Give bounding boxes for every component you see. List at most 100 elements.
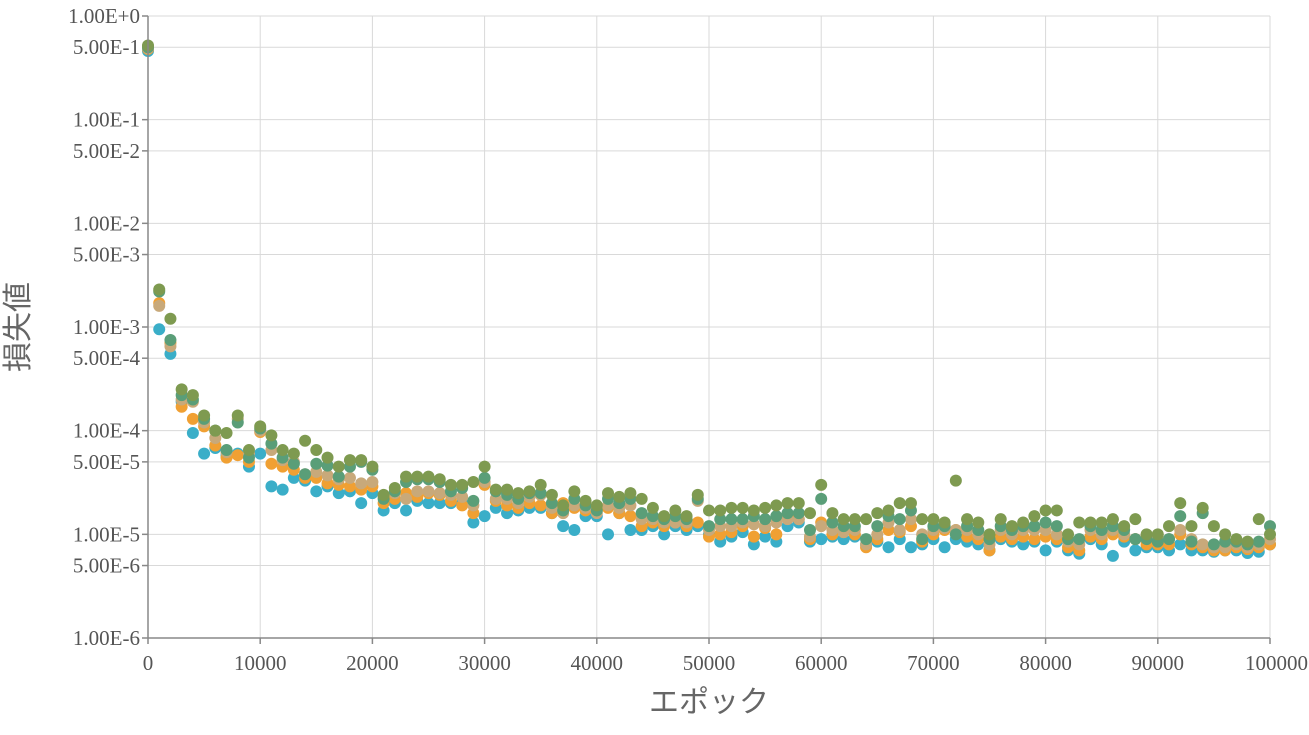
data-point	[1219, 528, 1232, 541]
data-point	[388, 481, 401, 494]
y-axis-title: 損失値	[1, 282, 36, 372]
y-tick-label: 5.00E-3	[73, 243, 140, 267]
data-point	[792, 507, 805, 520]
data-point	[254, 420, 267, 433]
data-point	[456, 499, 469, 512]
data-point	[1028, 520, 1041, 533]
data-point	[1264, 528, 1276, 541]
data-point	[1129, 544, 1142, 557]
data-point	[198, 447, 211, 460]
data-point	[265, 480, 278, 493]
y-tick-label: 5.00E-2	[73, 139, 140, 163]
data-point	[1129, 513, 1142, 526]
data-point	[265, 457, 278, 470]
data-point	[646, 501, 659, 514]
data-point	[153, 299, 166, 312]
data-point	[613, 490, 626, 503]
data-point	[433, 473, 446, 486]
x-tick-label: 30000	[458, 651, 511, 675]
y-tick-label: 1.00E-6	[73, 626, 140, 650]
data-point	[725, 513, 738, 526]
y-tick-label: 1.00E+0	[68, 4, 140, 28]
data-point	[579, 494, 592, 507]
data-point	[343, 480, 356, 493]
data-point	[904, 497, 917, 510]
data-point	[725, 501, 738, 514]
data-point	[871, 507, 884, 520]
data-point	[949, 474, 962, 487]
data-point	[545, 488, 558, 501]
data-point	[568, 524, 581, 537]
data-point	[691, 516, 704, 529]
data-point	[467, 475, 480, 488]
data-point	[736, 501, 749, 514]
data-point	[848, 513, 861, 526]
data-point	[557, 520, 570, 533]
data-point	[310, 444, 323, 457]
data-point	[557, 499, 570, 512]
y-tick-label: 1.00E-2	[73, 211, 140, 235]
data-point	[792, 497, 805, 510]
data-point	[242, 444, 255, 457]
data-point	[1207, 538, 1220, 551]
data-point	[893, 513, 906, 526]
data-point	[456, 490, 469, 503]
y-tick-label: 1.00E-5	[73, 522, 140, 546]
x-tick-label: 90000	[1132, 651, 1185, 675]
data-point	[175, 383, 188, 396]
data-point	[714, 513, 727, 526]
data-point	[1252, 535, 1265, 548]
data-point	[1005, 520, 1018, 533]
data-point	[523, 485, 536, 498]
data-point	[1073, 533, 1086, 546]
data-point	[714, 528, 727, 541]
data-point	[703, 520, 715, 533]
data-point	[624, 487, 637, 500]
data-point	[602, 487, 615, 500]
data-point	[803, 524, 816, 537]
data-point	[310, 465, 323, 478]
data-point	[703, 504, 715, 517]
data-point	[299, 468, 312, 481]
data-point	[467, 516, 480, 529]
data-point	[400, 492, 413, 505]
data-point	[635, 492, 648, 505]
data-point	[904, 541, 917, 554]
data-point	[534, 478, 547, 491]
data-point	[545, 497, 558, 510]
y-tick-label: 1.00E-4	[73, 419, 141, 443]
data-point	[1039, 504, 1052, 517]
y-tick-label: 5.00E-6	[73, 554, 140, 578]
data-point	[893, 497, 906, 510]
data-points	[142, 39, 1276, 562]
data-point	[456, 478, 469, 491]
data-point	[1196, 501, 1209, 514]
data-point	[994, 513, 1007, 526]
data-point	[343, 454, 356, 467]
data-point	[1252, 513, 1265, 526]
data-point	[231, 449, 244, 462]
data-point	[646, 510, 659, 523]
data-point	[669, 504, 682, 517]
data-point	[759, 530, 772, 543]
data-point	[904, 513, 917, 526]
y-tick-label: 5.00E-4	[73, 346, 141, 370]
data-point	[321, 469, 334, 482]
data-point	[1050, 528, 1063, 541]
data-point	[332, 470, 345, 483]
data-point	[658, 510, 671, 523]
data-point	[276, 483, 289, 496]
data-point	[1028, 510, 1041, 523]
data-point	[916, 513, 929, 526]
data-point	[781, 507, 794, 520]
y-tick-label: 1.00E-1	[73, 108, 140, 132]
data-point	[1185, 535, 1198, 548]
data-point	[590, 499, 603, 512]
data-point	[422, 497, 435, 510]
data-point	[310, 485, 323, 498]
data-point	[1084, 516, 1097, 529]
data-point	[961, 513, 974, 526]
data-point	[1196, 538, 1209, 551]
data-point	[478, 471, 491, 484]
data-point	[826, 507, 839, 520]
